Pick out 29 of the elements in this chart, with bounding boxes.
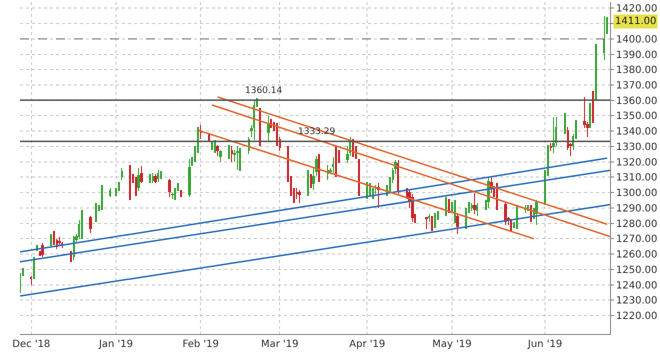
y-tick-label: 1360.00 [616, 96, 658, 107]
x-tick-label: Apr '19 [349, 339, 386, 350]
x-tick-label: Jan '19 [98, 339, 134, 350]
y-tick-label: 1280.00 [616, 218, 658, 230]
x-tick-label: May '19 [432, 339, 472, 350]
x-tick-label: Jun '19 [526, 339, 562, 350]
y-tick-label: 1320.00 [616, 157, 658, 168]
y-tick-label: 1250.00 [616, 264, 658, 276]
y-tick-label: 1220.00 [616, 311, 658, 322]
y-tick-label: 1230.00 [616, 296, 658, 307]
y-tick-label: 1240.00 [616, 280, 658, 292]
x-tick-label: Mar '19 [260, 339, 298, 350]
y-tick-label: 1420.00 [616, 4, 658, 15]
y-tick-label: 1390.00 [616, 50, 658, 61]
y-tick-label: 1330.00 [616, 142, 658, 153]
y-tick-label: 1270.00 [616, 234, 658, 246]
y-tick-label: 1380.00 [616, 65, 658, 76]
ref-line-label: 1360.14 [245, 86, 282, 96]
y-tick-label: 1340.00 [616, 126, 658, 138]
text: 1411.00 [615, 16, 656, 27]
x-tick-label: Feb '19 [182, 339, 219, 350]
y-tick-label: 1310.00 [616, 172, 658, 184]
y-tick-label: 1290.00 [616, 203, 658, 214]
y-tick-label: 1260.00 [616, 250, 658, 261]
y-tick-label: 1300.00 [616, 188, 658, 200]
x-tick-label: Dec '18 [12, 339, 50, 350]
y-tick-label: 1400.00 [616, 34, 658, 46]
y-tick-label: 1350.00 [616, 111, 658, 122]
y-tick-label: 1370.00 [616, 80, 658, 92]
